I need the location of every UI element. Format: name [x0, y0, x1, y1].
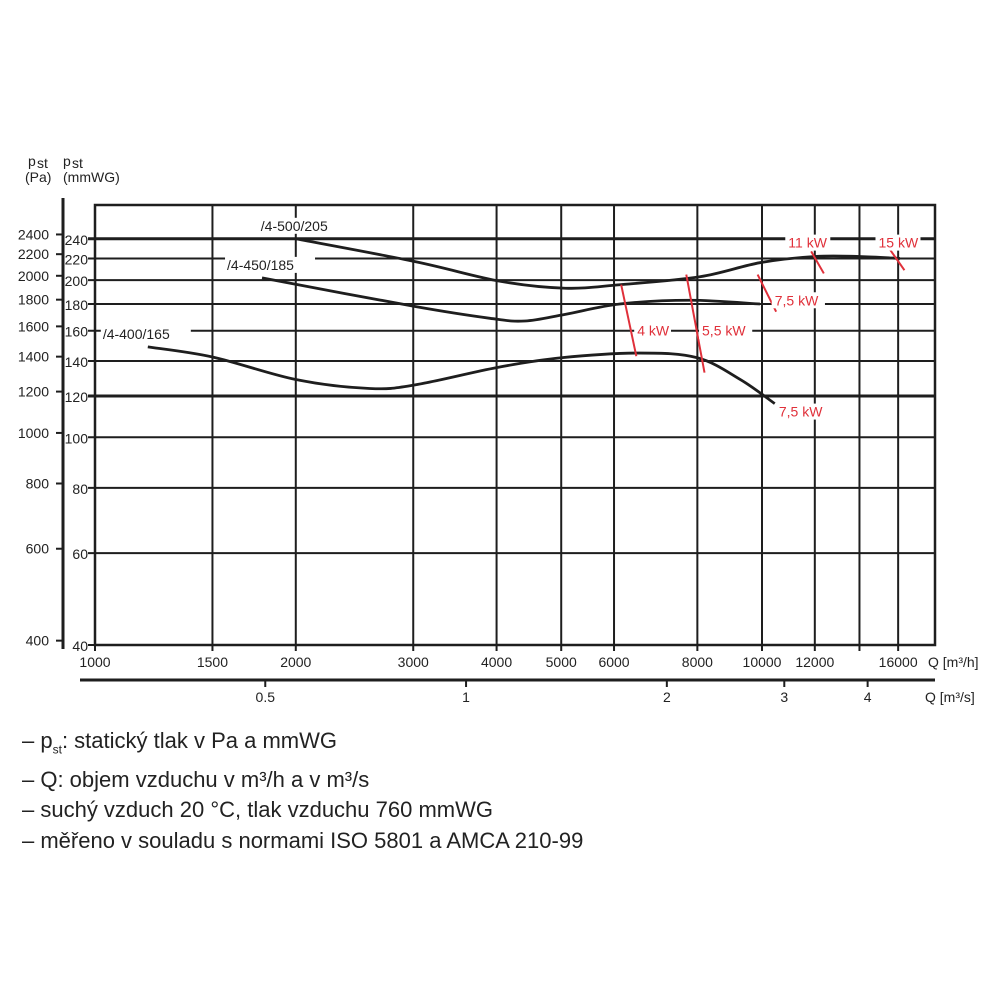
x-tick-label-m3h: 8000: [682, 654, 713, 670]
y-tick-label-mmwg: 160: [65, 324, 89, 340]
motor-label-bg: [785, 234, 831, 251]
note-4: – měřeno v souladu s normami ISO 5801 a …: [22, 827, 584, 853]
note-2: – Q: objem vzduchu v m³/h a v m³/s: [22, 766, 370, 792]
y-tick-label-pa: 1600: [18, 318, 49, 334]
y-axis-title-pa: p: [28, 153, 36, 169]
motor-power-mark: [685, 274, 706, 373]
series-label-bg: [225, 256, 316, 273]
y-tick-label-pa: 1400: [18, 349, 49, 365]
series-label: /4-450/185: [227, 257, 294, 273]
series-label: /4-500/205: [261, 218, 328, 234]
motor-label-bg: [699, 322, 753, 339]
series-label-bg: [258, 217, 349, 234]
motor-label-bg: [634, 322, 672, 339]
motor-power-label: 15 kW: [878, 235, 918, 251]
y-tick-label-pa: 400: [26, 633, 50, 649]
x-tick-label-m3h: 5000: [546, 654, 577, 670]
motor-power-label: 4 kW: [637, 323, 670, 339]
x-tick-label-m3h: 6000: [598, 654, 629, 670]
y-tick-label-pa: 800: [26, 476, 50, 492]
y-tick-label-mmwg: 40: [72, 638, 88, 654]
x-tick-label-m3s: 2: [663, 689, 671, 705]
y-tick-label-mmwg: 240: [65, 232, 89, 248]
motor-power-label: 7,5 kW: [779, 404, 823, 420]
x-tick-label-m3s: 0.5: [256, 689, 276, 705]
x-tick-label-m3s: 3: [780, 689, 788, 705]
y-axis-unit-mmwg: (mmWG): [63, 169, 120, 185]
y-tick-label-pa: 2400: [18, 226, 49, 242]
motor-power-mark: [889, 248, 906, 271]
series-line-1: [261, 276, 761, 323]
y-tick-label-mmwg: 140: [65, 354, 89, 370]
y-tick-label-mmwg: 80: [72, 481, 88, 497]
y-axis-title-mmwg: p: [63, 153, 71, 169]
x-tick-label-m3h: 12000: [795, 654, 834, 670]
motor-power-label: 7,5 kW: [775, 292, 819, 308]
note-1: – pst: statický tlak v Pa a mmWG: [22, 728, 337, 757]
series-line-2: [147, 345, 776, 405]
x-axis-label-m3h: Q [m³/h]: [928, 654, 979, 670]
x-tick-label-m3s: 4: [864, 689, 872, 705]
y-tick-label-pa: 1200: [18, 384, 49, 400]
y-tick-label-pa: 2000: [18, 268, 49, 284]
chart-notes: – pst: statický tlak v Pa a mmWG – Q: ob…: [22, 726, 583, 856]
plot-frame: [93, 203, 937, 647]
y-axis-unit-pa: (Pa): [25, 169, 51, 185]
y-tick-label-mmwg: 100: [65, 430, 89, 446]
x-tick-label-m3h: 10000: [743, 654, 782, 670]
x-axis-label-m3s: Q [m³/s]: [925, 689, 975, 705]
x-tick-label-m3h: 2000: [280, 654, 311, 670]
motor-power-label: 11 kW: [788, 235, 827, 251]
note-3: – suchý vzduch 20 °C, tlak vzduchu 760 m…: [22, 797, 493, 823]
motor-power-mark: [810, 250, 825, 274]
y-tick-label-mmwg: 220: [65, 252, 89, 268]
y-tick-label-pa: 1000: [18, 425, 49, 441]
y-tick-label-mmwg: 60: [72, 546, 88, 562]
series-label-bg: [100, 325, 191, 342]
y-tick-label-mmwg: 120: [65, 389, 89, 405]
motor-power-label: 5,5 kW: [702, 323, 746, 339]
motor-label-bg: [875, 234, 921, 251]
series-label: /4-400/165: [103, 326, 170, 342]
y-tick-label-pa: 600: [26, 541, 50, 557]
x-tick-label-m3h: 16000: [879, 654, 918, 670]
y-tick-label-mmwg: 180: [65, 297, 89, 313]
x-tick-label-m3s: 1: [462, 689, 470, 705]
x-tick-label-m3h: 1000: [79, 654, 110, 670]
x-tick-label-m3h: 3000: [398, 654, 429, 670]
y-tick-label-mmwg: 200: [65, 273, 89, 289]
x-tick-label-m3h: 4000: [481, 654, 512, 670]
motor-power-mark: [620, 284, 638, 357]
x-tick-label-m3h: 1500: [197, 654, 228, 670]
y-axis-title-pa-sub: st: [37, 155, 48, 171]
y-axis-title-mmwg-sub: st: [72, 155, 83, 171]
series-line-0: [295, 237, 901, 290]
y-tick-label-pa: 2200: [18, 246, 49, 262]
motor-label-bg: [771, 292, 825, 309]
motor-label-bg: [775, 403, 830, 420]
y-tick-label-pa: 1800: [18, 292, 49, 308]
